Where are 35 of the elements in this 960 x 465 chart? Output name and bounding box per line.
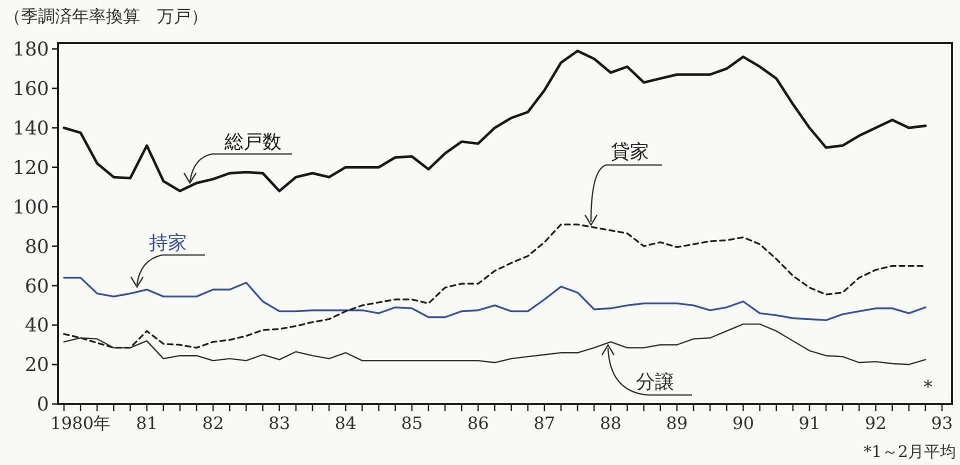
y-tick-label: 120	[12, 156, 49, 179]
x-tick-label: 87	[534, 414, 556, 434]
x-tick-label: 85	[401, 414, 423, 434]
x-tick-label: 92	[864, 414, 887, 434]
series-label: 持家	[149, 232, 187, 254]
annotation: *	[924, 377, 932, 398]
text: 貸家	[611, 141, 649, 163]
x-tick-label: 91	[798, 414, 820, 434]
y-tick-label: 20	[24, 354, 49, 376]
x-tick-label: 86	[467, 414, 489, 434]
x-tick-label: 81	[136, 414, 158, 434]
y-tick-label: 40	[24, 314, 49, 337]
x-tick-label: 83	[268, 414, 290, 434]
text: *1～2月平均	[864, 442, 956, 461]
y-tick-label: 0	[36, 394, 49, 416]
line-series	[63, 276, 926, 322]
x-tick-label: 93	[931, 414, 953, 434]
y-tick-label: 140	[12, 117, 49, 140]
x-tick-label: 84	[334, 414, 356, 434]
y-tick-label: 80	[24, 236, 49, 258]
y-axis-title: （季調済年率換算 万戸）	[4, 7, 208, 27]
x-tick-label: 89	[666, 414, 688, 434]
line-series	[63, 323, 926, 366]
x-tick-label: 1980年	[50, 414, 111, 434]
line-series	[63, 224, 926, 349]
x-tick-label: 82	[202, 414, 224, 434]
line-series	[62, 50, 927, 192]
y-tick-label: 60	[24, 275, 49, 298]
y-tick-label: 100	[12, 196, 49, 218]
y-tick-label: 160	[12, 78, 49, 100]
series-label: 総戸数	[224, 131, 282, 153]
series-label: 分譲	[636, 371, 674, 393]
x-tick-label: 88	[600, 414, 622, 434]
x-tick-label: 90	[732, 414, 754, 434]
y-tick-label: 180	[12, 38, 49, 61]
